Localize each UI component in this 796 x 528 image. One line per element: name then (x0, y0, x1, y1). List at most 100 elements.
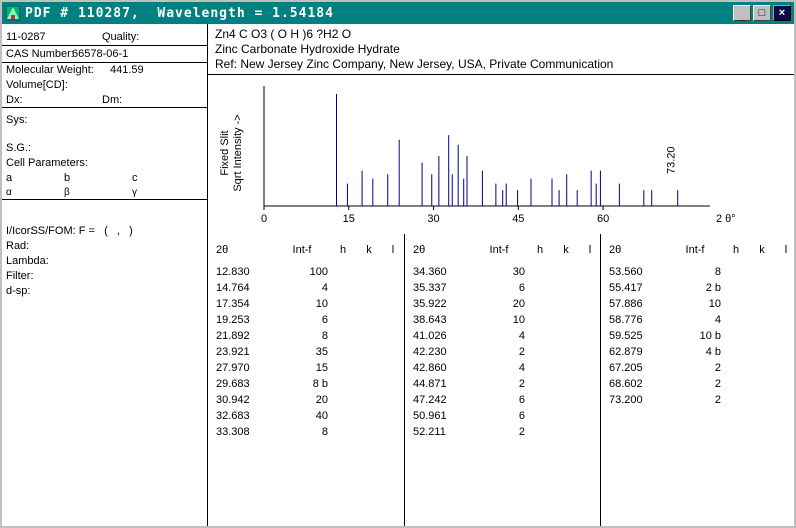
peak-cell-h (721, 328, 751, 344)
peak-cell-int-f: 15 (315, 362, 328, 374)
peak-cell-int-f: 2 b (705, 282, 721, 294)
peak-cell-int-f: 2 (518, 426, 525, 438)
compound-header: Zn4 C O3 ( O H )6 ?H2 O Zinc Carbonate H… (208, 24, 794, 75)
peak-row: 38.643 10 (405, 312, 600, 328)
titlebar[interactable]: PDF # 110287, Wavelength = 1.54184 _ □ × (2, 2, 794, 24)
peak-row: 12.830 100 (208, 264, 404, 280)
peak-cell-k (751, 280, 773, 296)
alpha-label: α (6, 187, 12, 198)
peak-cell-two-theta: 47.242 (413, 394, 447, 406)
peak-row: 32.683 40 (208, 408, 404, 424)
peak-cell-int-f: 2 (714, 378, 721, 390)
minimize-button[interactable]: _ (733, 5, 751, 22)
dsp-label: d-sp: (6, 285, 31, 297)
peak-cell-int-f: 10 b (699, 330, 721, 342)
close-button[interactable]: × (773, 5, 791, 21)
peak-cell-l (773, 344, 796, 360)
peak-cell-two-theta: 21.892 (216, 330, 250, 342)
peak-cell-int-f: 8 (714, 266, 721, 278)
peak-cell-h (525, 376, 555, 392)
peak-cell-l (380, 296, 406, 312)
col-header-l: l (588, 244, 592, 256)
y-axis-label-line1: Fixed Slit (219, 130, 231, 176)
reference: Ref: New Jersey Zinc Company, New Jersey… (215, 57, 614, 71)
peak-table-header: 2θ Int-f h k l (405, 242, 600, 258)
peak-cell-int-f: 2 (714, 362, 721, 374)
peak-cell-h (328, 408, 358, 424)
peak-cell-l (773, 296, 796, 312)
volume-row: Volume[CD]: (2, 78, 207, 93)
x-tick-label: 30 (427, 213, 439, 225)
peak-cell-k (555, 328, 577, 344)
peak-cell-two-theta: 73.200 (609, 394, 643, 406)
peak-cell-two-theta: 50.961 (413, 410, 447, 422)
volume-label: Volume[CD]: (6, 79, 68, 91)
cas-value: 66578-06-1 (72, 48, 129, 60)
peak-cell-h (328, 424, 358, 440)
peak-cell-k (751, 264, 773, 280)
x-tick-label: 15 (343, 213, 355, 225)
peak-cell-k (358, 376, 380, 392)
sys-label: Sys: (6, 114, 28, 126)
peak-cell-k (555, 344, 577, 360)
peak-cell-two-theta: 41.026 (413, 330, 447, 342)
peak-cell-k (555, 280, 577, 296)
cell-angles-row: α β γ (2, 186, 207, 200)
peak-cell-h (525, 408, 555, 424)
peak-cell-k (358, 408, 380, 424)
peak-row: 59.525 10 b (601, 328, 796, 344)
peak-cell-k (358, 296, 380, 312)
peak-cell-k (555, 376, 577, 392)
col-header-k: k (759, 244, 765, 256)
peak-cell-k (751, 344, 773, 360)
peak-cell-h (525, 344, 555, 360)
peak-cell-two-theta: 27.970 (216, 362, 250, 374)
peak-row: 23.921 35 (208, 344, 404, 360)
peak-cell-int-f: 8 (321, 330, 328, 342)
peak-cell-l (380, 264, 406, 280)
peak-cell-two-theta: 38.643 (413, 314, 447, 326)
cell-c-label: c (132, 172, 138, 184)
peak-cell-int-f: 8 (321, 426, 328, 438)
dsp-row: d-sp: (2, 284, 207, 299)
main-area: 11-0287 Quality: CAS Number: 66578-06-1 … (2, 24, 794, 526)
peak-table-column-1: 2θ Int-f h k l 12.830 100 14.764 4 17.354 10 19.253… (208, 234, 404, 526)
pattern-panel: Zn4 C O3 ( O H )6 ?H2 O Zinc Carbonate H… (208, 24, 794, 526)
peak-cell-h (721, 376, 751, 392)
peak-cell-two-theta: 42.230 (413, 346, 447, 358)
peak-cell-two-theta: 59.525 (609, 330, 643, 342)
peak-cell-h (721, 360, 751, 376)
peak-row: 57.886 10 (601, 296, 796, 312)
peak-row: 41.026 4 (405, 328, 600, 344)
peak-cell-h (328, 344, 358, 360)
x-tick-label: 0 (261, 213, 267, 225)
peak-row: 34.360 30 (405, 264, 600, 280)
peak-cell-k (751, 312, 773, 328)
peak-cell-int-f: 4 b (705, 346, 721, 358)
peak-cell-int-f: 10 (708, 298, 721, 310)
filter-row: Filter: (2, 269, 207, 284)
peak-cell-k (751, 376, 773, 392)
peak-cell-int-f: 10 (315, 298, 328, 310)
peak-cell-k (358, 424, 380, 440)
rad-label: Rad: (6, 240, 30, 252)
sg-row: S.G.: (2, 141, 207, 156)
peak-row: 47.242 6 (405, 392, 600, 408)
peak-cell-int-f: 20 (315, 394, 328, 406)
peak-cell-l (380, 424, 406, 440)
molecular-weight-label: Molecular Weight: (6, 64, 94, 76)
peak-row: 35.922 20 (405, 296, 600, 312)
peak-cell-two-theta: 42.860 (413, 362, 447, 374)
peak-table-header: 2θ Int-f h k l (208, 242, 404, 258)
peak-cell-k (751, 296, 773, 312)
peak-cell-k (358, 280, 380, 296)
x-tick-label: 45 (512, 213, 524, 225)
peak-cell-l (380, 408, 406, 424)
peak-row: 42.860 4 (405, 360, 600, 376)
peak-cell-two-theta: 53.560 (609, 266, 643, 278)
col-header-h: h (536, 244, 544, 256)
maximize-button[interactable]: □ (753, 5, 771, 21)
dm-label: Dm: (102, 94, 123, 106)
sys-row: Sys: (2, 113, 207, 128)
